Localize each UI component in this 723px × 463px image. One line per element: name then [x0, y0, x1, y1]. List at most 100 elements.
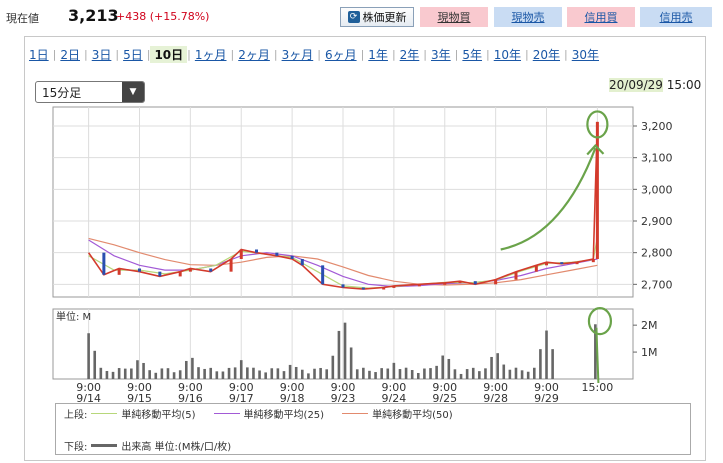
volume-bar — [142, 362, 145, 379]
volume-tick-label: 1M — [641, 346, 658, 359]
volume-bar — [545, 330, 548, 379]
volume-bar — [532, 367, 536, 379]
period-11[interactable]: 3年 — [431, 47, 451, 62]
period-14[interactable]: 20年 — [532, 47, 561, 62]
volume-bar — [160, 368, 164, 379]
volume-bar — [404, 367, 408, 379]
x-tick-date: 9/18 — [280, 392, 305, 402]
period-selector: 1日 | 2日 | 3日 | 5日 | 10日 | 1ヶ月 | 2ヶ月 | 3ヶ月 | 6ヶ月 | 1年 | 2年 | 3年… — [25, 43, 705, 65]
legend-lower-label: 下段: — [64, 442, 88, 453]
volume-bar — [539, 349, 542, 379]
volume-bar — [410, 370, 414, 379]
price-candle — [591, 259, 595, 263]
period-9[interactable]: 1年 — [368, 47, 388, 62]
ma25-line — [88, 239, 598, 288]
x-tick-time: 15:00 — [582, 381, 614, 394]
price-candle — [560, 262, 564, 265]
volume-bar — [184, 360, 188, 379]
volume-bar — [398, 369, 402, 379]
volume-bar — [258, 370, 261, 379]
period-12[interactable]: 5年 — [462, 47, 483, 62]
price-tick-label: 2,800 — [641, 247, 673, 260]
x-tick-time: 9:00 — [127, 381, 152, 394]
margin-sell-button[interactable]: 信用売 — [640, 7, 712, 27]
price-candle — [494, 279, 498, 285]
volume-bar — [117, 368, 121, 379]
volume-bar — [105, 370, 109, 379]
volume-bar — [209, 367, 213, 379]
margin-buy-button[interactable]: 信用買 — [567, 7, 635, 27]
volume-bar — [331, 355, 335, 379]
annotation-volume-stroke — [595, 327, 600, 384]
volume-bar — [423, 368, 426, 379]
interval-select[interactable]: 15分足 ▼ — [35, 81, 145, 103]
period-2[interactable]: 3日 — [91, 47, 112, 62]
spot-sell-button[interactable]: 現物売 — [494, 7, 562, 27]
volume-bar — [264, 372, 267, 379]
legend-ma5-label: 単純移動平均(5) — [121, 410, 196, 421]
price-candle — [443, 282, 447, 285]
volume-bar — [313, 368, 316, 379]
volume-bar — [178, 370, 182, 379]
period-separator: | — [84, 47, 88, 61]
price-candle — [255, 249, 259, 253]
timestamp-time: 15:00 — [666, 78, 702, 92]
price-candle — [300, 259, 304, 266]
volume-bar — [319, 367, 322, 379]
period-13[interactable]: 10年 — [493, 47, 522, 62]
period-separator: | — [564, 47, 568, 61]
price-candle — [361, 287, 365, 290]
x-tick-time: 9:00 — [331, 381, 356, 394]
legend-volume: 出来高 単位:(M株/口/枚) — [87, 438, 231, 453]
legend-ma25: 単純移動平均(25) — [210, 406, 325, 421]
volume-bar — [99, 367, 103, 379]
chart-legend: 上段: 単純移動平均(5) 単純移動平均(25) 単純移動平均(50) 下段: … — [55, 403, 691, 455]
refresh-price-button[interactable]: ⟳ 株価更新 — [340, 7, 414, 27]
volume-bar — [496, 353, 499, 379]
volume-bar — [325, 369, 329, 379]
x-tick-date: 9/24 — [382, 392, 407, 402]
volume-bar — [453, 369, 457, 379]
period-7[interactable]: 3ヶ月 — [281, 47, 314, 62]
timestamp-date: 20/09/29 — [609, 78, 663, 92]
volume-bar — [355, 369, 359, 379]
volume-bar — [508, 369, 512, 379]
price-tick-label: 3,200 — [641, 120, 673, 133]
legend-ma5-swatch — [91, 413, 118, 414]
price-candle — [392, 285, 396, 288]
volume-bar — [349, 347, 353, 379]
interval-select-value: 15分足 — [42, 85, 82, 100]
price-tick-label: 3,100 — [641, 152, 673, 165]
volume-bar — [87, 333, 90, 379]
x-tick-time: 9:00 — [76, 381, 101, 394]
period-4[interactable]: 10日 — [150, 45, 188, 63]
period-3[interactable]: 5日 — [123, 47, 143, 62]
spot-buy-button[interactable]: 現物買 — [420, 7, 488, 27]
price-candle — [382, 287, 386, 290]
period-15[interactable]: 30年 — [571, 47, 600, 62]
volume-bar — [459, 373, 463, 379]
period-10[interactable]: 2年 — [399, 47, 420, 62]
price-candle — [275, 252, 279, 256]
volume-bar — [276, 368, 280, 379]
period-0[interactable]: 1日 — [29, 47, 49, 62]
price-tick-label: 3,000 — [641, 183, 673, 196]
refresh-icon: ⟳ — [347, 11, 360, 23]
volume-bar — [490, 356, 493, 379]
period-8[interactable]: 6ヶ月 — [324, 47, 357, 62]
volume-bar — [221, 371, 225, 379]
period-6[interactable]: 2ヶ月 — [238, 47, 270, 62]
price-candle — [458, 281, 462, 284]
volume-bar — [111, 371, 115, 379]
period-5[interactable]: 1ヶ月 — [194, 47, 227, 62]
chevron-down-icon: ▼ — [122, 82, 144, 102]
legend-ma25-label: 単純移動平均(25) — [243, 410, 325, 421]
legend-ma25-swatch — [213, 413, 240, 414]
volume-bar — [233, 367, 237, 379]
period-1[interactable]: 2日 — [60, 47, 80, 62]
period-separator: | — [317, 47, 321, 61]
price-tick-label: 2,700 — [641, 278, 673, 291]
x-tick-date: 9/16 — [178, 392, 203, 402]
legend-ma50-label: 単純移動平均(50) — [372, 410, 453, 421]
x-tick-date: 9/25 — [432, 392, 457, 402]
